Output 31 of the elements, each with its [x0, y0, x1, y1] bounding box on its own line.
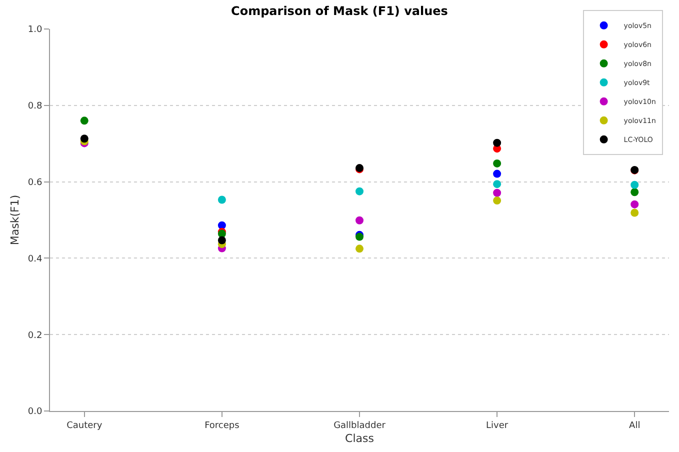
- point: [218, 196, 226, 204]
- y-tick-label: 0.8: [28, 102, 42, 112]
- point: [493, 196, 502, 205]
- point: [630, 200, 639, 208]
- y-tick-label: 0.4: [28, 254, 42, 264]
- point: [630, 208, 639, 217]
- y-tick-label: 0.6: [28, 178, 42, 188]
- point: [356, 244, 364, 253]
- x-tick-label: Cautery: [66, 420, 103, 431]
- point: [493, 180, 502, 188]
- x-tick-label: Forceps: [204, 420, 240, 431]
- y-tick-label: 0.2: [28, 330, 42, 341]
- y-tick-label: 0.0: [28, 407, 42, 418]
- point: [493, 170, 502, 178]
- point: [356, 187, 364, 196]
- point: [493, 138, 502, 147]
- point: [218, 236, 226, 244]
- point: [80, 116, 88, 125]
- x-axis-title: Class: [345, 432, 374, 445]
- point: [493, 188, 502, 197]
- x-tick-label: Gallbladder: [334, 420, 386, 431]
- x-tick-label: All: [629, 420, 640, 431]
- point: [356, 216, 364, 224]
- y-tick-label: 1.0: [28, 25, 42, 36]
- point: [493, 159, 502, 168]
- point: [80, 134, 88, 143]
- x-tick-label: Liver: [486, 420, 508, 431]
- point: [630, 188, 639, 196]
- chart-title: Comparison of Mask (F1) values: [231, 4, 448, 18]
- y-axis-title: Mask(F1): [8, 194, 22, 246]
- point: [630, 180, 639, 189]
